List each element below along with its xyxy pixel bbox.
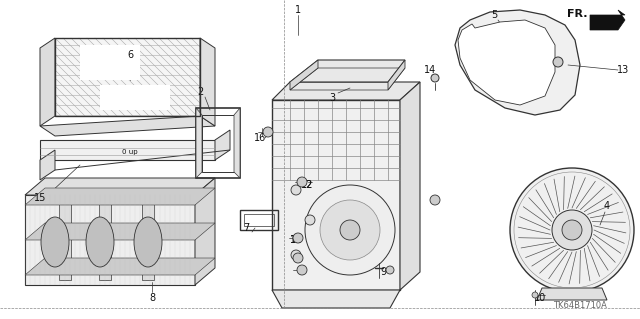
Polygon shape [40, 140, 215, 160]
Circle shape [297, 265, 307, 275]
Text: 7: 7 [243, 223, 249, 233]
Text: 10: 10 [534, 293, 546, 303]
Text: 2: 2 [197, 87, 203, 97]
Ellipse shape [86, 217, 114, 267]
Ellipse shape [41, 217, 69, 267]
Polygon shape [388, 60, 405, 90]
Polygon shape [25, 178, 215, 195]
Circle shape [305, 185, 395, 275]
Polygon shape [455, 10, 580, 115]
Polygon shape [272, 290, 400, 308]
Polygon shape [25, 258, 215, 275]
Ellipse shape [134, 217, 162, 267]
Polygon shape [25, 195, 195, 285]
Text: FR.: FR. [568, 9, 588, 19]
Polygon shape [215, 130, 230, 160]
Polygon shape [40, 38, 55, 126]
Polygon shape [99, 200, 111, 280]
Polygon shape [59, 200, 71, 280]
Text: TK64B1710A: TK64B1710A [553, 300, 607, 309]
Text: 12: 12 [301, 180, 313, 190]
Text: 14: 14 [424, 65, 436, 75]
Text: 11: 11 [290, 235, 302, 245]
Text: 0 up: 0 up [122, 149, 138, 155]
Text: 9: 9 [380, 267, 386, 277]
Polygon shape [537, 288, 607, 300]
Polygon shape [458, 20, 555, 105]
Circle shape [553, 57, 563, 67]
Circle shape [305, 215, 315, 225]
Polygon shape [25, 223, 215, 240]
Polygon shape [195, 178, 215, 285]
Polygon shape [40, 150, 55, 180]
Circle shape [291, 250, 301, 260]
Circle shape [552, 210, 592, 250]
Circle shape [386, 266, 394, 274]
Circle shape [340, 220, 360, 240]
Text: 13: 13 [617, 65, 629, 75]
Polygon shape [272, 82, 420, 100]
Circle shape [293, 233, 303, 243]
Polygon shape [80, 45, 140, 80]
Polygon shape [290, 60, 318, 90]
Text: 11: 11 [290, 235, 302, 245]
Polygon shape [55, 38, 200, 116]
Polygon shape [40, 116, 215, 136]
Polygon shape [590, 10, 625, 30]
Polygon shape [400, 82, 420, 290]
Text: 1: 1 [295, 5, 301, 15]
Text: 15: 15 [34, 193, 46, 203]
Text: 12: 12 [301, 180, 313, 190]
Polygon shape [100, 85, 170, 110]
Polygon shape [200, 38, 215, 126]
Polygon shape [196, 108, 202, 178]
Circle shape [293, 253, 303, 263]
Polygon shape [55, 150, 230, 170]
Text: 4: 4 [604, 201, 610, 211]
Text: 16: 16 [254, 133, 266, 143]
Circle shape [562, 220, 582, 240]
Circle shape [510, 168, 634, 292]
Polygon shape [272, 100, 400, 290]
Circle shape [263, 127, 273, 137]
Polygon shape [234, 108, 240, 178]
Circle shape [430, 195, 440, 205]
Text: 8: 8 [149, 293, 155, 303]
Circle shape [320, 200, 380, 260]
Circle shape [297, 177, 307, 187]
Polygon shape [25, 188, 215, 205]
Circle shape [291, 185, 301, 195]
Text: 3: 3 [329, 93, 335, 103]
Polygon shape [142, 200, 154, 280]
Text: 6: 6 [127, 50, 133, 60]
Text: 5: 5 [491, 10, 497, 20]
Polygon shape [290, 60, 405, 82]
Circle shape [431, 74, 439, 82]
Circle shape [532, 292, 538, 298]
